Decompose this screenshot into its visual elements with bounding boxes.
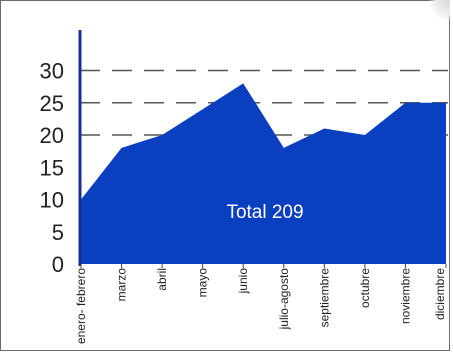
y-tick-0: 0 [52,252,64,277]
x-label-0: enero- febrero [74,268,88,344]
x-label-9: diciembre [433,268,447,320]
x-label-8: noviembre [398,268,412,324]
x-label-6: septiembre [317,268,331,328]
y-tick-10: 10 [40,188,64,213]
y-tick-20: 20 [40,123,64,148]
scan-corner-mark [428,0,450,22]
x-label-2: abril [155,268,169,291]
x-label-3: mayo [196,268,210,298]
total-annotation: Total 209 [226,202,303,223]
x-tick-labels: enero- febrero marzo abril mayo junio julio-a… [74,264,447,344]
x-label-7: octubre [358,268,372,308]
x-label-4: junio [236,268,250,295]
y-tick-25: 25 [40,91,64,116]
x-label-5: julio-agosto [277,268,291,331]
y-tick-labels: 0 5 10 15 20 25 30 [40,59,64,278]
x-label-1: marzo [115,268,129,302]
y-tick-30: 30 [40,59,64,84]
area-series [81,83,446,265]
y-tick-15: 15 [40,155,64,180]
y-tick-5: 5 [52,220,64,245]
